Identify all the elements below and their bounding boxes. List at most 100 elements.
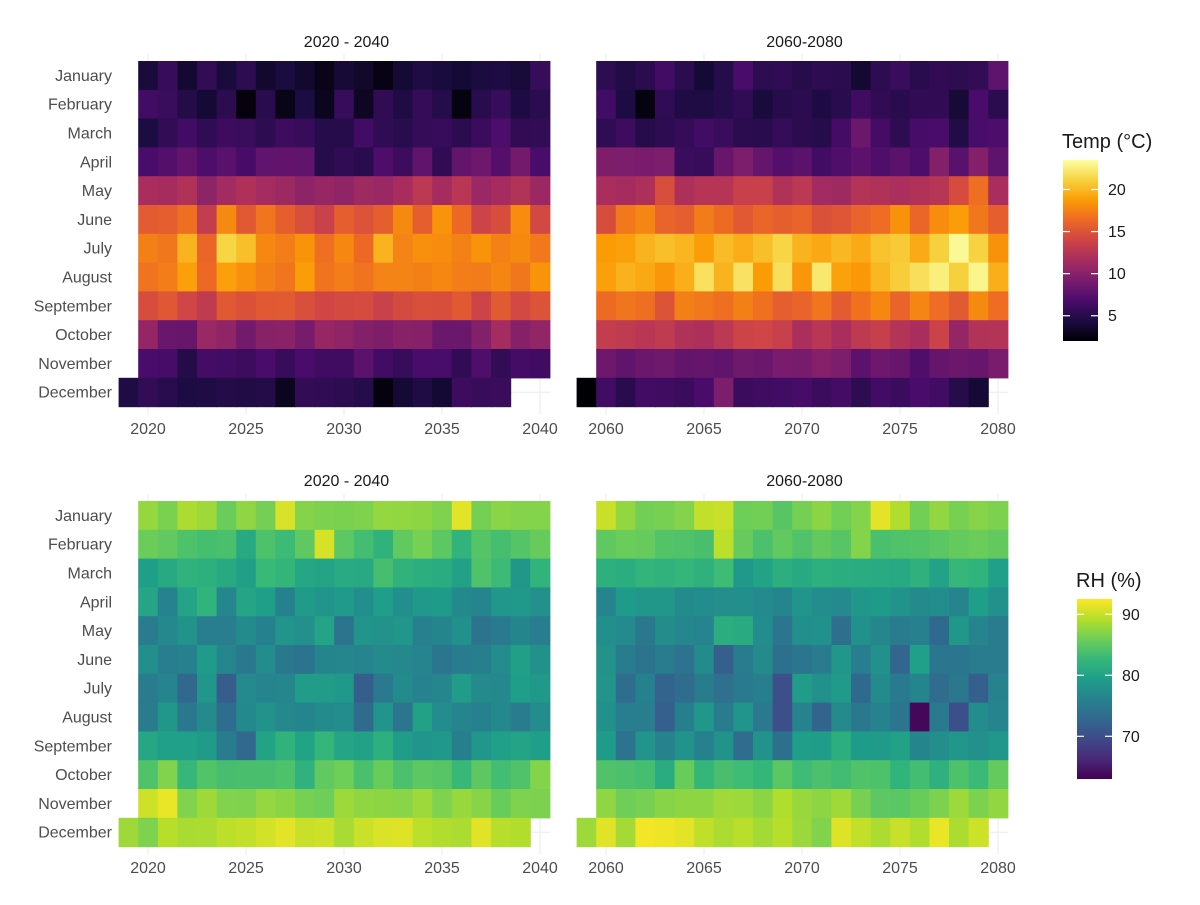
heatmap-cell <box>255 118 276 148</box>
heatmap-panel-1: 2020 - 2040 January February March April May J… <box>34 34 558 438</box>
heatmap-cell <box>733 529 754 560</box>
heatmap-cell <box>295 291 316 321</box>
heatmap-cell <box>713 205 734 235</box>
heatmap-cell <box>314 558 335 588</box>
heatmap-cell <box>694 118 715 148</box>
heatmap-cell <box>753 262 774 292</box>
heatmap-cell <box>255 558 276 588</box>
heatmap-cell <box>909 760 930 790</box>
heatmap-cell <box>674 645 695 675</box>
heatmap-cell <box>530 147 551 177</box>
heatmap-cell <box>510 320 531 350</box>
heatmap-cell <box>753 320 774 350</box>
heatmap-cell <box>275 558 296 588</box>
heatmap-cell <box>334 377 355 408</box>
heatmap-cell <box>138 501 159 531</box>
heatmap-cell <box>831 320 852 350</box>
heatmap-cell <box>177 702 198 732</box>
heatmap-cell <box>713 61 734 91</box>
heatmap-cell <box>733 118 754 148</box>
heatmap-cell <box>432 501 453 531</box>
heatmap-cell <box>851 291 872 321</box>
heatmap-cell <box>393 501 414 531</box>
heatmap-cell <box>393 377 414 408</box>
heatmap-cell <box>451 176 472 206</box>
heatmap-cell <box>275 817 296 848</box>
heatmap-cell <box>713 349 734 379</box>
heatmap-cell <box>197 118 218 148</box>
panel-title: 2060-2080 <box>766 473 843 490</box>
heatmap-cell <box>530 760 551 790</box>
heatmap-cell <box>694 61 715 91</box>
heatmap-cell <box>694 616 715 646</box>
month-label: November <box>38 796 112 813</box>
heatmap-cell <box>432 731 453 761</box>
heatmap-cell <box>615 205 636 235</box>
heatmap-cell <box>295 501 316 531</box>
heatmap-cell <box>831 349 852 379</box>
heatmap-cell <box>811 349 832 379</box>
heatmap-cell <box>373 558 394 588</box>
heatmap-cell <box>811 61 832 91</box>
heatmap-cell <box>890 702 911 732</box>
heatmap-cell <box>373 233 394 264</box>
heatmap-cell <box>929 205 950 235</box>
heatmap-cell <box>373 501 394 531</box>
heatmap-cell <box>314 731 335 761</box>
heatmap-cell <box>909 147 930 177</box>
heatmap-cell <box>197 501 218 531</box>
heatmap-cell <box>713 291 734 321</box>
heatmap-cell <box>334 731 355 761</box>
heatmap-cell <box>753 673 774 704</box>
heatmap-cell <box>674 558 695 588</box>
legend-tick-label: 15 <box>1108 224 1126 241</box>
heatmap-cell <box>314 118 335 148</box>
heatmap-cell <box>596 817 617 848</box>
heatmap-cell <box>811 89 832 120</box>
heatmap-cell <box>216 262 237 292</box>
heatmap-cell <box>471 349 492 379</box>
heatmap-cell <box>236 377 257 408</box>
heatmap-cell <box>713 673 734 704</box>
heatmap-cell <box>831 118 852 148</box>
heatmap-cell <box>772 349 793 379</box>
heatmap-cell <box>157 702 178 732</box>
heatmap-cell <box>655 529 676 560</box>
heatmap-cell <box>733 233 754 264</box>
heatmap-cell <box>236 205 257 235</box>
heatmap-cell <box>694 89 715 120</box>
heatmap-cell <box>236 645 257 675</box>
heatmap-cell <box>157 760 178 790</box>
heatmap-cell <box>596 320 617 350</box>
heatmap-cell <box>255 349 276 379</box>
heatmap-cell <box>713 529 734 560</box>
heatmap-cell <box>255 760 276 790</box>
heatmap-cell <box>275 702 296 732</box>
heatmap-cells <box>118 61 551 408</box>
heatmap-cell <box>615 817 636 848</box>
heatmap-cell <box>576 377 597 408</box>
heatmap-cell <box>988 760 1009 790</box>
heatmap-cell <box>635 702 656 732</box>
heatmap-cell <box>295 61 316 91</box>
heatmap-cell <box>929 262 950 292</box>
heatmap-cell <box>635 349 656 379</box>
heatmap-cell <box>635 529 656 560</box>
heatmap-cell <box>929 529 950 560</box>
heatmap-cell <box>197 645 218 675</box>
heatmap-cell <box>275 377 296 408</box>
heatmap-cell <box>949 176 970 206</box>
heatmap-cell <box>314 262 335 292</box>
heatmap-cell <box>412 89 433 120</box>
heatmap-cell <box>694 262 715 292</box>
heatmap-cell <box>432 789 453 819</box>
heatmap-cell <box>851 587 872 617</box>
heatmap-cell <box>491 760 512 790</box>
heatmap-cell <box>314 349 335 379</box>
heatmap-cell <box>510 587 531 617</box>
heatmap-cell <box>451 377 472 408</box>
heatmap-cell <box>851 702 872 732</box>
heatmap-cell <box>451 147 472 177</box>
heatmap-cell <box>635 262 656 292</box>
heatmap-cell <box>772 616 793 646</box>
